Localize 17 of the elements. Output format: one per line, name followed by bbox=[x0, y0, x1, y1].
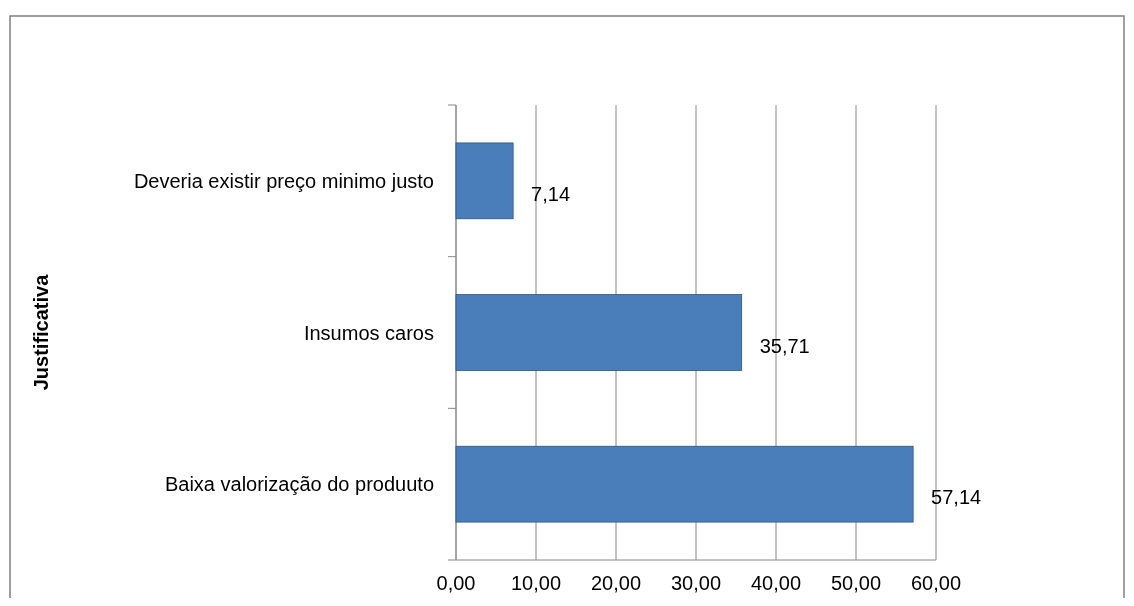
x-tick-label: 50,00 bbox=[830, 572, 882, 594]
x-tick-label: 10,00 bbox=[510, 572, 562, 594]
y-tick-label: Deveria existir preço minimo justo bbox=[133, 169, 434, 192]
y-tick-label: Baixa valorização do produuto bbox=[164, 473, 434, 496]
x-tick-label: 60,00 bbox=[910, 572, 962, 594]
x-tick-label: 0,00 bbox=[436, 572, 476, 594]
y-axis-title: Justificativa bbox=[30, 273, 52, 391]
bar bbox=[455, 142, 514, 220]
bar bbox=[455, 294, 743, 371]
x-tick-label: 20,00 bbox=[590, 572, 642, 594]
y-tick-label: Insumos caros bbox=[303, 321, 434, 344]
x-tick-label: 30,00 bbox=[670, 572, 722, 594]
data-label: 7,14 bbox=[531, 182, 571, 205]
bar bbox=[455, 445, 914, 523]
data-label: 57,14 bbox=[931, 486, 982, 509]
data-label: 35,71 bbox=[759, 334, 810, 357]
x-tick-label: 40,00 bbox=[750, 572, 802, 594]
